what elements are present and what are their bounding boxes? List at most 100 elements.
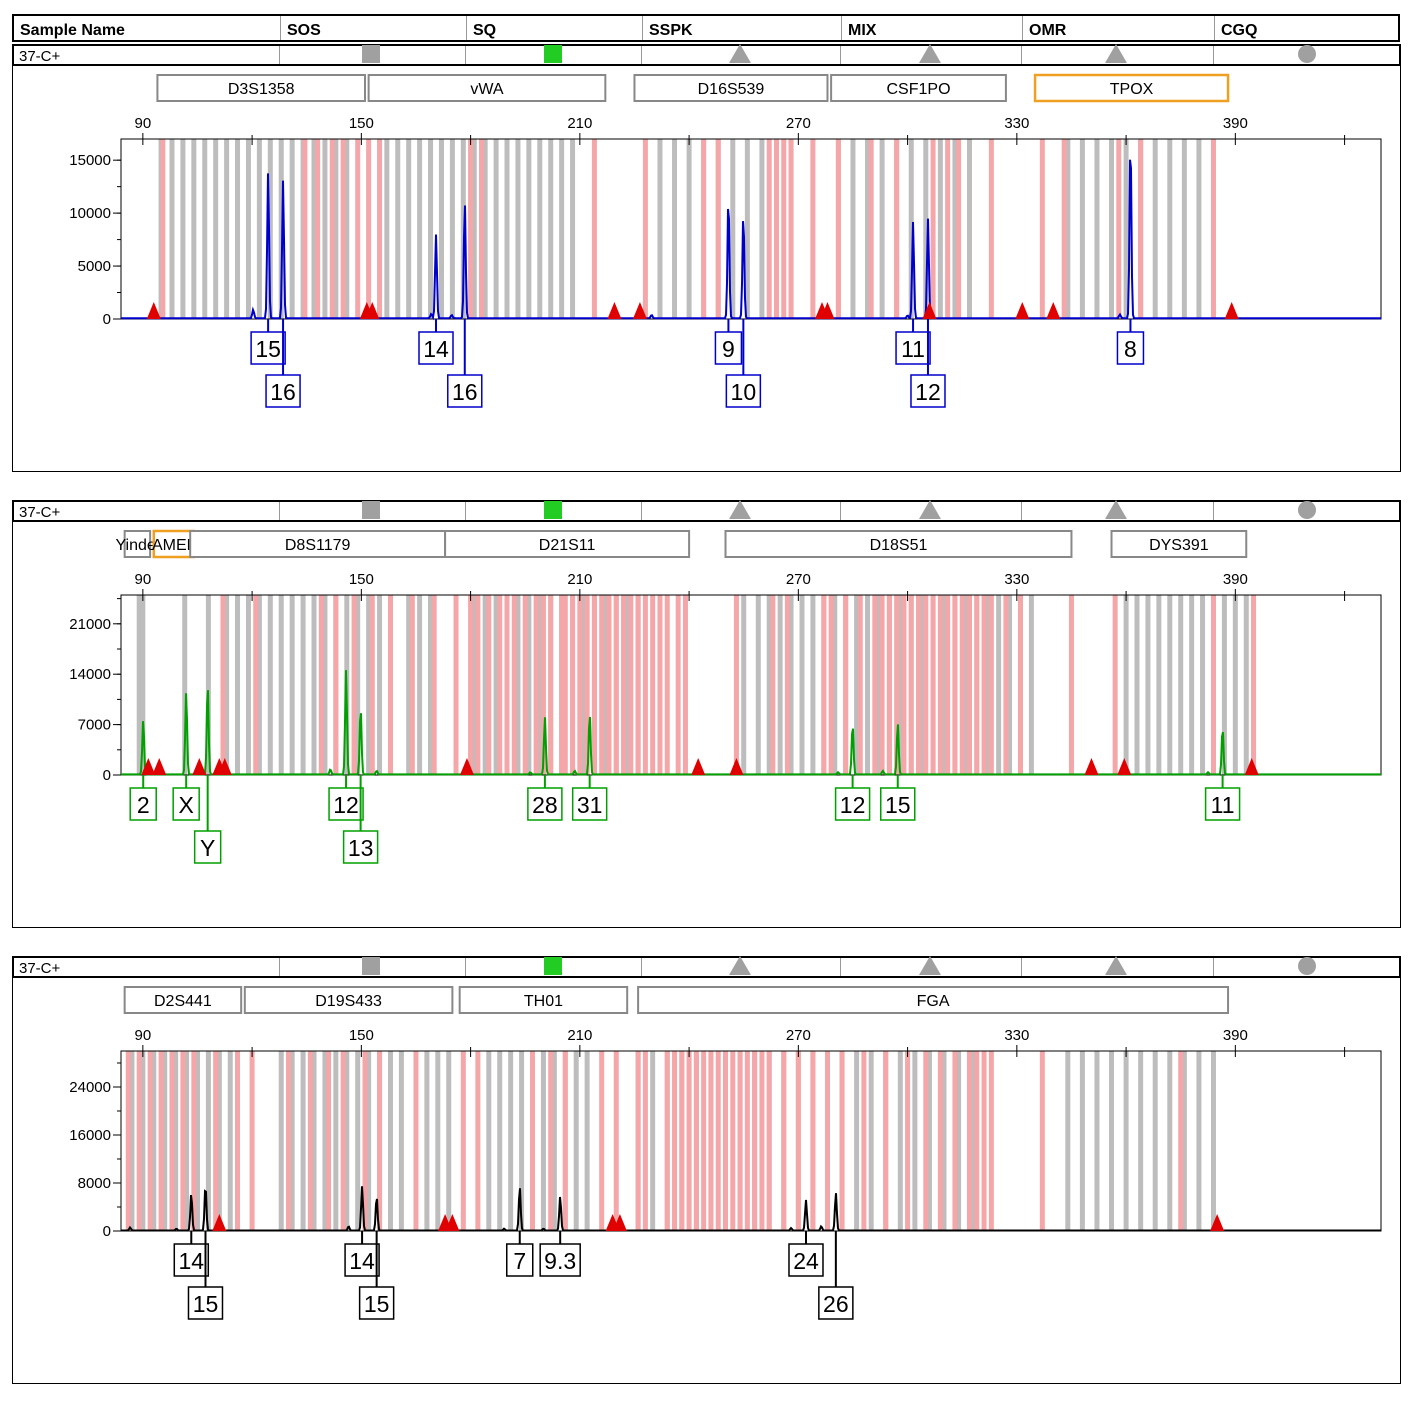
allele-bin-pink <box>315 139 321 319</box>
marker-label: D21S11 <box>539 537 596 554</box>
allele-bin-pink <box>744 1051 750 1231</box>
allele-bin-pink <box>650 595 656 775</box>
allele-bin-grey <box>471 139 477 319</box>
allele-bin-grey <box>1181 139 1187 319</box>
allele-bin-pink <box>839 1051 845 1231</box>
allele-bin-pink <box>326 1051 332 1231</box>
marker-label: AMEL <box>152 537 196 554</box>
allele-bin-grey <box>140 1051 146 1231</box>
y-tick-label: 15000 <box>69 152 111 169</box>
allele-bin-pink <box>715 1051 721 1231</box>
allele-bin-pink <box>693 1051 699 1231</box>
allele-bin-grey <box>1181 1051 1187 1231</box>
allele-bin-grey <box>1079 139 1085 319</box>
allele-bin-pink <box>894 139 900 319</box>
status-cell <box>840 46 841 64</box>
allele-bin-pink <box>642 1051 648 1231</box>
allele-bin-grey <box>1079 1051 1085 1231</box>
allele-call-label: 9 <box>722 336 735 362</box>
allele-bin-grey <box>289 1051 295 1231</box>
marker-box <box>1033 73 1230 103</box>
allele-bin-pink <box>548 595 554 775</box>
green-dye-panel: 37-C+ Yindel AMEL D8S1179 D21S11 D18S51 DYS39… <box>12 500 1401 928</box>
column-mix[interactable]: MIX <box>841 16 1022 40</box>
sample-status-strip[interactable]: 37-C+ <box>12 956 1401 978</box>
allele-call-label: 15 <box>364 1291 390 1317</box>
allele-bin-grey <box>493 139 499 319</box>
column-sspk[interactable]: SSPK <box>642 16 841 40</box>
allele-call-label: X <box>179 792 194 818</box>
allele-call-label: 14 <box>178 1248 204 1274</box>
allele-bin-pink <box>923 595 929 775</box>
allele-bin-grey <box>136 595 142 775</box>
sample-status-strip[interactable]: 37-C+ <box>12 500 1401 522</box>
allele-call-box <box>342 830 379 864</box>
grey-circle-icon <box>1298 501 1316 519</box>
column-omr[interactable]: OMR <box>1022 16 1214 40</box>
allele-bin-grey <box>912 1051 918 1231</box>
off-ladder-marker <box>141 758 156 775</box>
allele-bin-pink <box>981 595 987 775</box>
allele-bin-pink <box>686 1051 692 1231</box>
y-tick-label: 0 <box>103 767 111 784</box>
off-ladder-marker <box>1117 758 1132 775</box>
allele-call-box <box>834 787 871 821</box>
x-tick-label: 210 <box>567 1027 592 1044</box>
off-ladder-marker <box>607 302 622 319</box>
allele-bin-pink <box>781 1051 787 1231</box>
allele-bin-grey <box>1007 595 1013 775</box>
x-tick-label: 150 <box>349 571 374 588</box>
x-tick-label: 270 <box>786 571 811 588</box>
off-ladder-marker <box>820 302 835 319</box>
allele-bin-pink <box>591 595 597 775</box>
allele-bin-grey <box>180 139 186 319</box>
green-square-icon <box>544 957 562 975</box>
allele-bin-pink <box>966 595 972 775</box>
allele-bin-grey <box>650 1051 656 1231</box>
allele-bin-grey <box>1152 139 1158 319</box>
allele-bin-grey <box>952 139 958 319</box>
x-tick-label: 150 <box>349 1027 374 1044</box>
allele-bin-grey <box>1156 595 1162 775</box>
column-sos[interactable]: SOS <box>280 16 466 40</box>
column-cgq[interactable]: CGQ <box>1214 16 1398 40</box>
allele-bin-pink <box>340 1051 346 1231</box>
off-ladder-marker <box>445 1214 460 1231</box>
allele-bin-grey <box>1123 1051 1129 1231</box>
electropherogram-black[interactable]: D2S441 D19S433 TH01 FGA 90 150 210 270 330 390 0 80… <box>13 956 1402 1385</box>
allele-bin-pink <box>635 1051 641 1231</box>
x-tick-label: 90 <box>135 1027 152 1044</box>
column-sample-name[interactable]: Sample Name <box>20 22 125 39</box>
allele-bin-pink <box>1017 595 1023 775</box>
allele-bin-pink <box>533 595 539 775</box>
sample-status-strip[interactable]: 37-C+ <box>12 44 1401 66</box>
y-tick-label: 5000 <box>78 258 111 275</box>
allele-bin-grey <box>897 1051 903 1231</box>
allele-bin-grey <box>482 595 488 775</box>
allele-bin-grey <box>213 139 219 319</box>
allele-bin-grey <box>205 1051 211 1231</box>
x-tick-label: 390 <box>1223 571 1248 588</box>
allele-bin-grey <box>267 139 273 319</box>
off-ladder-marker <box>146 302 161 319</box>
status-cell <box>465 958 466 976</box>
allele-bin-pink <box>937 1051 943 1231</box>
x-tick-label: 90 <box>135 571 152 588</box>
allele-call-box <box>193 830 222 864</box>
allele-call-label: 15 <box>255 336 281 362</box>
marker-label: D16S539 <box>698 81 765 98</box>
allele-bin-pink <box>413 1051 419 1231</box>
allele-bin-pink <box>387 595 393 775</box>
allele-bin-grey <box>730 139 736 319</box>
y-tick-label: 10000 <box>69 205 111 222</box>
allele-bin-pink <box>628 595 634 775</box>
allele-bin-grey <box>526 139 532 319</box>
allele-bin-grey <box>923 139 929 319</box>
allele-bin-grey <box>941 595 947 775</box>
grey-square-icon <box>362 45 380 63</box>
allele-bin-grey <box>551 1051 557 1231</box>
allele-call-label: 16 <box>270 379 296 405</box>
column-sq[interactable]: SQ <box>466 16 642 40</box>
